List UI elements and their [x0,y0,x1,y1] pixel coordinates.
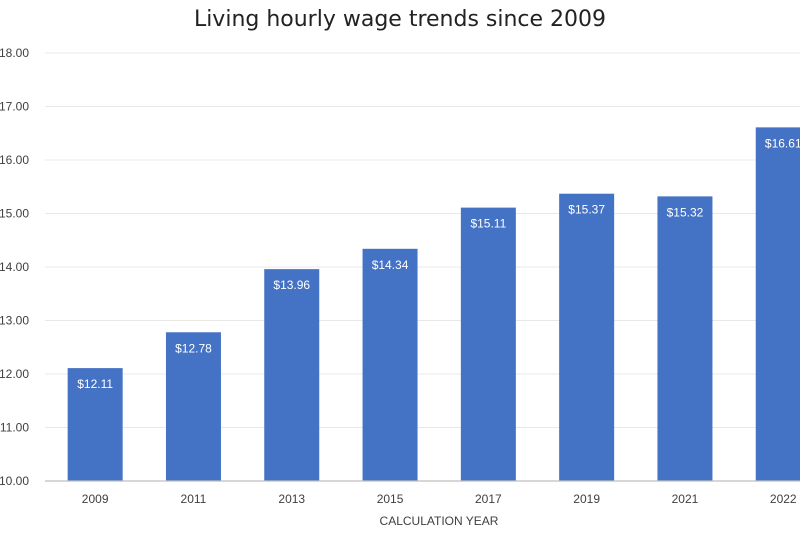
data-label: $12.78 [175,341,212,355]
y-tick-label: $13.00 [0,314,29,328]
y-tick-label: $11.00 [0,421,29,435]
x-tick-label: 2015 [377,492,404,506]
bar [559,193,615,481]
x-tick-label: 2013 [278,492,305,506]
data-label: $15.32 [667,205,704,219]
data-label: $14.34 [372,258,409,272]
chart-title: Living hourly wage trends since 2009 [193,7,607,32]
y-tick-label: $15.00 [0,207,29,221]
x-tick-label: 2022 [770,492,797,506]
bar [657,196,713,481]
y-tick-label: $14.00 [0,260,29,274]
x-tick-label: 2011 [181,492,207,506]
x-axis-title: CALCULATION YEAR [380,514,499,528]
bar [460,207,516,482]
bar [264,269,320,481]
y-tick-label: $12.00 [0,367,29,381]
y-tick-label: $18.00 [0,46,29,60]
data-label: $15.11 [470,217,506,231]
y-tick-label: $17.00 [0,100,29,114]
data-label: $16.61 [765,136,800,150]
y-tick-label: $16.00 [0,153,29,167]
x-tick-label: 2017 [475,492,502,506]
data-label: $15.37 [568,203,605,217]
bar [755,127,800,482]
x-tick-label: 2021 [672,492,699,506]
x-tick-label: 2009 [82,492,109,506]
data-label: $13.96 [273,278,310,292]
data-label: $12.11 [77,377,113,391]
bar [165,332,221,481]
x-tick-label: 2019 [573,492,600,506]
bar [362,248,418,481]
y-tick-label: $10.00 [0,474,29,488]
bar [67,368,123,481]
